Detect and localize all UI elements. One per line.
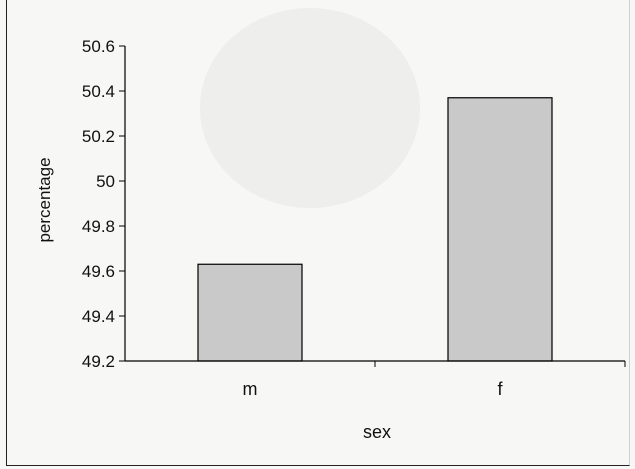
y-tick-label: 49.6 <box>82 262 115 281</box>
y-tick-label: 49.2 <box>82 352 115 371</box>
x-axis-label: sex <box>363 422 391 442</box>
y-tick-label: 50.6 <box>82 37 115 56</box>
x-tick-label: m <box>243 379 258 399</box>
y-tick-label: 50.2 <box>82 127 115 146</box>
chart-border <box>6 0 630 466</box>
bar-m <box>197 263 303 362</box>
x-tick-label: f <box>497 379 503 399</box>
y-tick-label: 49.4 <box>82 307 115 326</box>
y-tick-label: 50.4 <box>82 82 115 101</box>
bars <box>197 97 553 362</box>
background-bleed-circle <box>200 8 420 208</box>
y-tick-label: 49.8 <box>82 217 115 236</box>
y-tick-label: 50 <box>96 172 115 191</box>
bar-f <box>447 97 553 362</box>
y-axis: 50.6 50.4 50.2 50 49.8 49.6 49.4 49.2 <box>82 37 126 371</box>
y-axis-label: percentage <box>35 157 54 242</box>
